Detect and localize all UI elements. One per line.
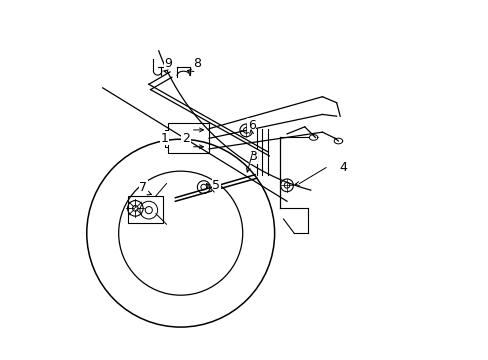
Text: 2: 2 xyxy=(182,132,189,145)
Text: 6: 6 xyxy=(247,118,255,131)
Text: 5: 5 xyxy=(212,179,220,192)
Text: 8: 8 xyxy=(192,57,200,69)
Text: 7: 7 xyxy=(139,181,147,194)
Text: 9: 9 xyxy=(164,57,172,69)
Bar xyxy=(127,196,163,222)
Text: 3: 3 xyxy=(249,150,257,163)
Text: 1: 1 xyxy=(161,132,168,145)
Bar xyxy=(168,123,209,153)
Text: 4: 4 xyxy=(339,161,347,174)
